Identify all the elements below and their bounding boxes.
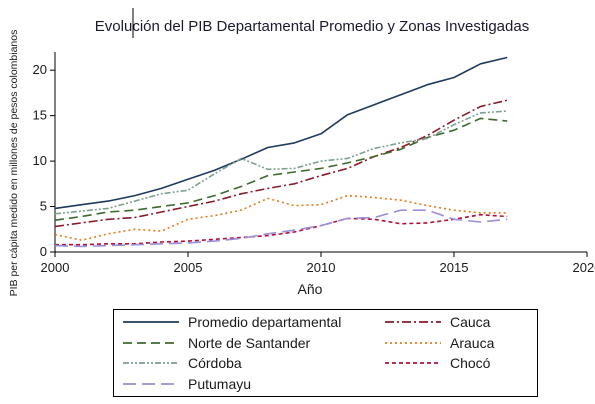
legend-swatch <box>385 321 441 323</box>
series-line-promedio-departamental <box>54 56 508 210</box>
legend-item-cordoba: Córdoba <box>122 353 242 373</box>
series-line-cauca <box>54 99 508 228</box>
x-tick-label: 2010 <box>307 260 336 275</box>
legend-swatch <box>123 383 179 385</box>
x-tick-label: 2000 <box>41 260 70 275</box>
legend-swatch <box>385 342 441 344</box>
legend-item-norte-de-santander: Norte de Santander <box>122 333 310 353</box>
legend-item-putumayu: Putumayu <box>122 374 251 394</box>
y-axis-label: PIB per cápita medido en millones de pes… <box>8 30 20 297</box>
legend-label: Arauca <box>450 335 495 351</box>
series-line-choco <box>55 213 508 246</box>
series-layer <box>54 56 508 248</box>
legend: Promedio departamental Cauca Norte de Sant… <box>113 309 538 397</box>
legend-swatch <box>123 321 179 323</box>
legend-label: Norte de Santander <box>188 335 311 351</box>
legend-item-arauca: Arauca <box>384 333 494 353</box>
legend-swatch <box>385 362 441 364</box>
y-tick-label: 5 <box>40 199 47 214</box>
legend-swatch <box>123 342 179 344</box>
legend-item-cauca: Cauca <box>384 312 490 332</box>
legend-item-promedio-departamental: Promedio departamental <box>122 312 341 332</box>
y-tick-label: 0 <box>40 244 47 259</box>
legend-label: Córdoba <box>188 355 242 371</box>
legend-label: Cauca <box>450 314 491 330</box>
chart-title: Evolución del PIB Departamental Promedio… <box>95 18 529 35</box>
x-axis-label: Año <box>298 281 323 297</box>
series-line-putumayu <box>54 209 508 248</box>
legend-label: Chocó <box>450 355 491 371</box>
series-line-norte-de-santander <box>54 117 508 221</box>
y-tick-label: 10 <box>33 153 47 168</box>
legend-swatch <box>123 362 179 364</box>
y-tick-label: 15 <box>33 108 47 123</box>
legend-label: Putumayu <box>188 376 252 392</box>
legend-item-choco: Chocó <box>384 353 490 373</box>
x-tick-label: 2015 <box>440 260 469 275</box>
x-tick-label: 2005 <box>174 260 203 275</box>
y-tick-label: 20 <box>33 62 47 77</box>
series-line-cordoba <box>54 110 508 215</box>
legend-label: Promedio departamental <box>188 314 342 330</box>
